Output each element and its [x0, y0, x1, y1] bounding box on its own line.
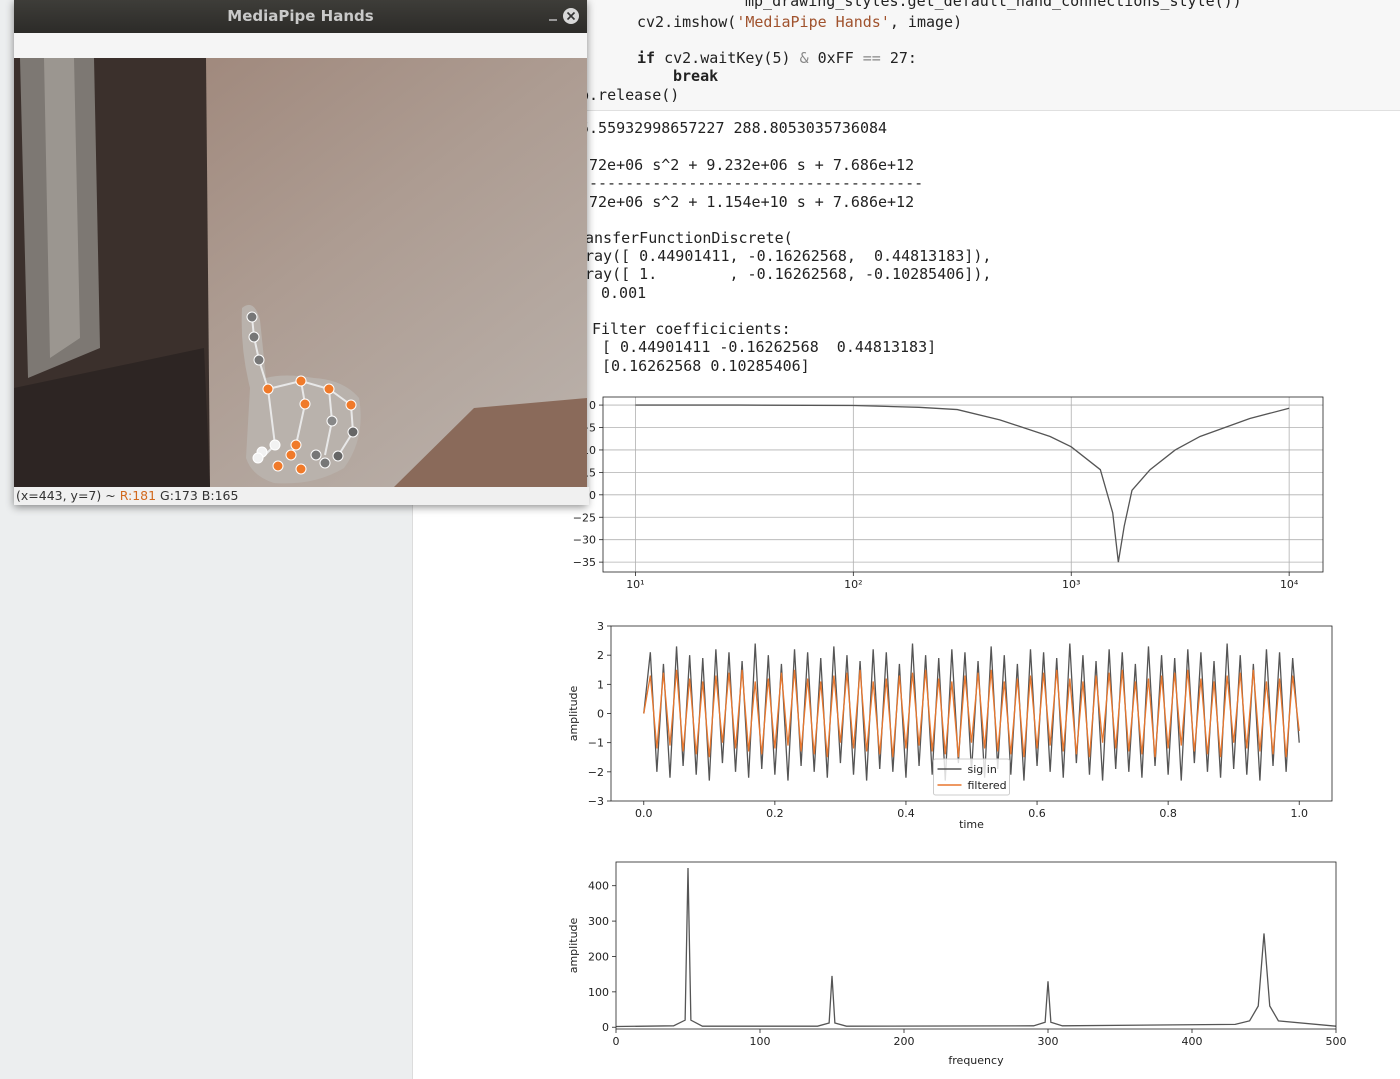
code-line: p.release(): [580, 86, 680, 104]
code-line: if cv2.waitKey(5) & 0xFF == 27:: [637, 49, 917, 67]
x-tick-label: 0.0: [635, 807, 653, 820]
code-text: cv2.imshow(: [637, 13, 737, 31]
y-tick-label: 200: [588, 950, 609, 963]
plot-area: [616, 862, 1336, 1029]
y-axis-label: amplitude: [567, 917, 580, 973]
plot-area: [603, 397, 1323, 572]
y-tick-label: 0: [597, 708, 604, 721]
y-tick-label: 300: [588, 915, 609, 928]
legend-label: sig in: [968, 763, 997, 776]
y-tick-label: 100: [588, 986, 609, 999]
data-line: [643, 669, 1300, 758]
x-tick-label: 10³: [1062, 578, 1080, 591]
x-axis-label: time: [959, 818, 984, 831]
output-line: ray([ 0.44901411, -0.16262568, 0.4481318…: [585, 247, 992, 265]
hand: [241, 304, 361, 484]
code-text: cv2.waitKey(5): [655, 49, 800, 67]
x-tick-label: 500: [1326, 1035, 1347, 1048]
plot-frame: [602, 396, 1324, 573]
x-tick-label: 300: [1038, 1035, 1059, 1048]
y-tick-label: −30: [573, 534, 596, 547]
output-line: Filter coefficicients:: [592, 320, 791, 338]
x-tick-label: 0.4: [897, 807, 915, 820]
code-text: 0xFF: [808, 49, 863, 67]
code-text: , image): [889, 13, 963, 31]
table: [394, 398, 587, 487]
y-tick-label: 0: [589, 399, 596, 412]
y-tick-label: 3: [597, 620, 604, 633]
y-tick-label: −1: [588, 737, 604, 750]
mediapipe-window: MediaPipe Hands: [14, 0, 589, 505]
x-tick-label: 0.6: [1028, 807, 1046, 820]
legend-box: [933, 758, 1010, 796]
y-axis-label: amplitude: [567, 685, 580, 741]
code-string: 'MediaPipe Hands': [736, 13, 890, 31]
status-position: (x=443, y=7) ~: [16, 488, 116, 503]
output-line: 72e+06 s^2 + 1.154e+10 s + 7.686e+12: [589, 193, 915, 211]
data-line: [635, 404, 1290, 563]
x-tick-label: 10¹: [626, 578, 644, 591]
code-keyword: if: [637, 49, 656, 67]
output-line: 5.55932998657227 288.8053035736084: [580, 119, 888, 137]
code-operator: &: [799, 49, 809, 67]
output-line: -------------------------------------: [589, 174, 924, 192]
y-tick-label: 1: [597, 678, 604, 691]
code-line: cv2.imshow('MediaPipe Hands', image): [637, 13, 962, 31]
y-tick-label: −25: [573, 511, 596, 524]
code-text: 27:: [880, 49, 917, 67]
landmarks: [246, 311, 359, 475]
output-line: ansferFunctionDiscrete(: [585, 229, 793, 247]
x-tick-label: 400: [1182, 1035, 1203, 1048]
output-line: ray([ 1. , -0.16262568, -0.10285406]),: [585, 265, 992, 283]
y-tick-label: 400: [588, 880, 609, 893]
status-red: R:181: [119, 488, 157, 503]
toolbar: [14, 33, 587, 59]
output-line: [0.16262568 0.10285406]: [602, 357, 810, 375]
code-line: mp_drawing_styles.get_default_hand_conne…: [745, 0, 1242, 10]
y-tick-label: −2: [588, 766, 604, 779]
y-tick-label: 0: [602, 1021, 609, 1034]
plot-frame: [615, 861, 1337, 1030]
output-line: 72e+06 s^2 + 9.232e+06 s + 7.686e+12: [589, 156, 915, 174]
x-tick-label: 10²: [844, 578, 862, 591]
status-blue: B:165: [201, 488, 239, 503]
floor: [14, 348, 210, 487]
x-tick-label: 100: [750, 1035, 771, 1048]
window-controls: [549, 8, 579, 24]
status-green: G:173: [160, 488, 198, 503]
x-tick-label: 10⁴: [1280, 578, 1299, 591]
data-line: [616, 867, 1336, 1028]
window-title: MediaPipe Hands: [14, 0, 587, 33]
x-tick-label: 200: [894, 1035, 915, 1048]
close-icon: [566, 11, 576, 21]
x-tick-label: 0.8: [1159, 807, 1177, 820]
y-tick-label: 2: [597, 649, 604, 662]
legend-label: filtered: [968, 779, 1007, 792]
x-axis-label: frequency: [948, 1054, 1004, 1067]
camera-image: [14, 58, 587, 487]
code-operator: ==: [862, 49, 881, 67]
y-tick-label: −3: [588, 795, 604, 808]
output-line: [ 0.44901411 -0.16262568 0.44813183]: [602, 338, 937, 356]
output-line: 0.001: [601, 284, 647, 302]
x-tick-label: 1.0: [1290, 807, 1308, 820]
status-bar: (x=443, y=7) ~ R:181 G:173 B:165: [14, 487, 589, 505]
x-tick-label: 0.2: [766, 807, 784, 820]
y-tick-label: −35: [573, 556, 596, 569]
plot-frame: [610, 625, 1333, 802]
code-keyword: break: [673, 67, 719, 85]
door-frame: [44, 58, 80, 358]
x-tick-label: 0: [613, 1035, 620, 1048]
